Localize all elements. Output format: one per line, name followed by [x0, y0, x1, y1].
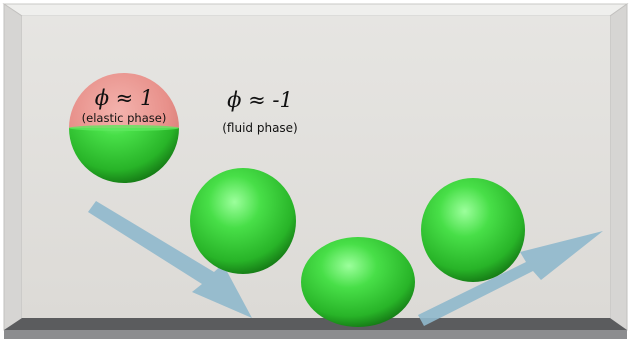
box-right-wall	[609, 3, 628, 331]
falling-sphere	[190, 168, 296, 274]
fluid-phi-label: ϕ ≈ -1	[227, 88, 293, 112]
elastic-phi-label: ϕ ≈ 1	[95, 86, 154, 110]
elastic-fluid-sphere	[69, 73, 179, 183]
box-top-face	[2, 3, 629, 17]
incoming-trajectory-arrow	[88, 201, 252, 318]
fluid-phase-label: (fluid phase)	[222, 121, 298, 135]
elastic-phase-label: (elastic phase)	[82, 111, 167, 125]
impact-sphere	[301, 237, 415, 327]
floor-front	[4, 330, 627, 339]
rebounding-sphere	[421, 178, 525, 282]
outgoing-trajectory-arrow	[418, 231, 603, 326]
box-left-wall	[3, 3, 23, 331]
floor-top	[4, 318, 627, 330]
